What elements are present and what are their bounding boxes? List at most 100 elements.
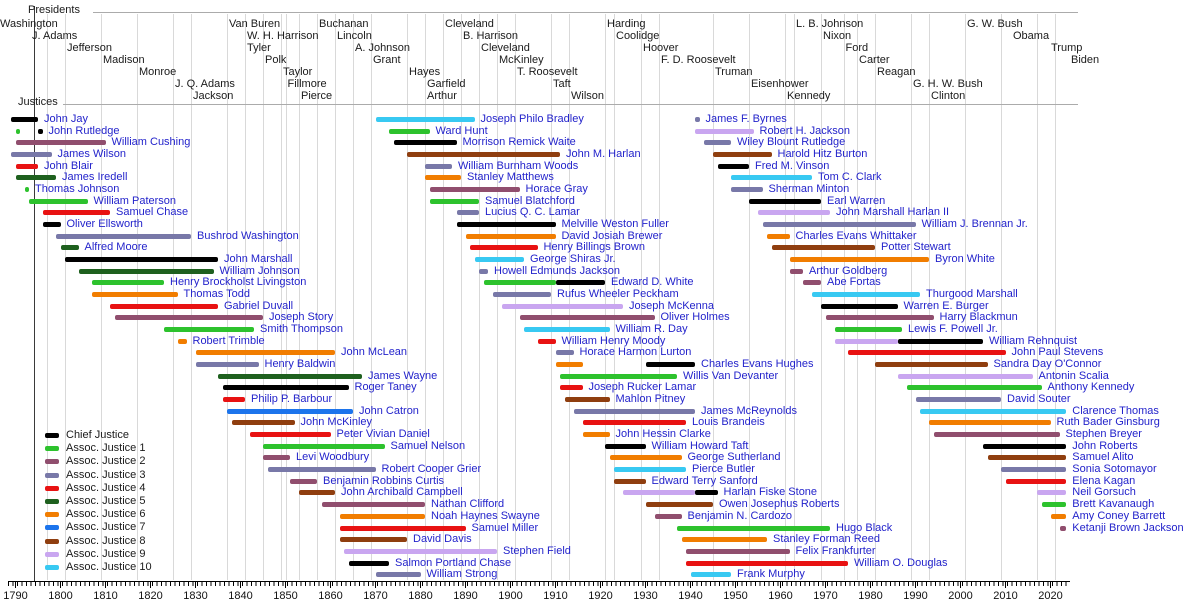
justice-bar <box>906 385 1042 391</box>
justice-label: Henry Brockholst Livingston <box>170 276 307 289</box>
gridline <box>263 14 264 580</box>
legend-label: Assoc. Justice 3 <box>66 468 146 481</box>
justice-label: John Jay <box>44 113 89 125</box>
president-label: T. Roosevelt <box>517 66 578 78</box>
justice-bar <box>263 443 385 449</box>
axis-tick <box>735 582 736 588</box>
justice-bar <box>645 362 695 368</box>
axis-tick-label: 1800 <box>48 590 73 602</box>
justice-bar <box>929 420 1051 426</box>
gridline <box>371 14 372 580</box>
justice-label: William Rehnquist <box>989 334 1078 347</box>
justice-bar <box>249 432 331 438</box>
justice-label: Henry Baldwin <box>264 358 336 371</box>
justice-label: Robert Cooper Grier <box>381 463 482 476</box>
president-label: Kennedy <box>787 90 831 102</box>
axis-tick <box>825 582 826 588</box>
justice-label: Byron White <box>935 253 995 265</box>
justice-label: Charles Evans Whittaker <box>795 229 917 242</box>
justice-label: Horace Harmon Lurton <box>579 346 692 359</box>
justices-section-label: Justices <box>18 96 58 108</box>
justice-bar <box>65 257 218 262</box>
gridline <box>461 14 462 580</box>
axis-tick <box>1050 582 1051 588</box>
justice-bar <box>834 327 902 333</box>
justice-bar <box>704 140 731 146</box>
axis-tick <box>240 582 241 588</box>
justice-label: Joseph Philo Bradley <box>480 113 584 125</box>
president-label: Taft <box>553 78 571 90</box>
president-label: Washington <box>0 18 58 30</box>
justice-bar <box>821 303 898 309</box>
justice-label: William Burnham Woods <box>458 159 579 172</box>
axis-tick <box>780 582 781 588</box>
legend-swatch <box>45 472 59 478</box>
justice-label: Horace Gray <box>525 183 588 195</box>
gridline <box>281 14 282 580</box>
legend-label: Assoc. Justice 10 <box>66 561 152 573</box>
gridline <box>614 14 615 580</box>
justice-label: Gabriel Duvall <box>224 299 294 312</box>
justice-bar <box>456 222 556 227</box>
president-label: McKinley <box>499 54 544 66</box>
justice-bar <box>231 420 295 426</box>
justice-label: Fred M. Vinson <box>755 159 830 172</box>
justice-label: Harry Blackmun <box>939 311 1018 324</box>
justice-bar <box>483 280 556 286</box>
justice-label: Edward D. White <box>611 276 694 289</box>
justice-bar <box>344 548 497 554</box>
justice-label: William O. Douglas <box>854 556 948 569</box>
justice-bar <box>222 397 245 403</box>
president-label: Carter <box>859 54 890 66</box>
justice-bar <box>1001 467 1067 473</box>
justice-label: Peter Vivian Daniel <box>336 428 430 441</box>
axis-tick-label: 1920 <box>588 590 613 602</box>
axis-tick-label: 1790 <box>3 590 28 602</box>
gridline <box>407 14 408 580</box>
justice-label: Frank Murphy <box>737 568 805 581</box>
legend-swatch <box>45 485 59 491</box>
justice-bar <box>555 280 605 286</box>
justice-label: William R. Day <box>615 323 688 336</box>
justice-bar <box>92 292 178 298</box>
president-label: G. H. W. Bush <box>913 78 983 90</box>
axis-tick-label: 1930 <box>633 590 658 602</box>
justice-bar <box>195 362 259 368</box>
justice-bar <box>15 140 106 146</box>
president-label: Nixon <box>823 30 852 42</box>
axis-tick-label: 1960 <box>768 590 793 602</box>
axis-tick <box>600 582 601 588</box>
axis-tick <box>555 582 556 588</box>
justice-bar <box>654 513 682 519</box>
justice-label: Louis Brandeis <box>692 416 765 429</box>
justice-bar <box>695 117 700 122</box>
axis-tick <box>285 582 286 588</box>
gridline <box>749 14 750 580</box>
justice-label: Arthur Goldberg <box>809 264 888 277</box>
justice-label: Samuel Blatchford <box>485 194 575 207</box>
justice-label: Smith Thompson <box>260 323 343 336</box>
justice-bar <box>321 502 425 508</box>
president-label: Jefferson <box>67 42 113 54</box>
gridline <box>227 14 228 580</box>
justice-label: Clarence Thomas <box>1072 404 1159 417</box>
justice-bar <box>389 128 430 134</box>
justice-label: Joseph McKenna <box>629 299 714 312</box>
justice-label: Lewis F. Powell Jr. <box>908 323 998 336</box>
justice-bar <box>812 292 920 298</box>
justice-label: Brett Kavanaugh <box>1072 498 1155 511</box>
justice-label: Morrison Remick Waite <box>462 136 576 149</box>
justice-bar <box>299 490 335 496</box>
justice-bar <box>582 432 610 438</box>
legend-label: Assoc. Justice 6 <box>66 508 146 521</box>
president-label: Arthur <box>427 90 457 102</box>
justice-bar <box>614 467 686 473</box>
justice-bar <box>164 327 254 333</box>
legend-label: Assoc. Justice 4 <box>66 481 146 494</box>
justice-bar <box>749 198 821 204</box>
justice-label: Felix Frankfurter <box>795 544 876 557</box>
justice-bar <box>681 537 767 543</box>
justice-bar <box>767 233 790 239</box>
justice-label: Howell Edmunds Jackson <box>494 264 620 277</box>
justice-label: John Blair <box>44 159 93 172</box>
